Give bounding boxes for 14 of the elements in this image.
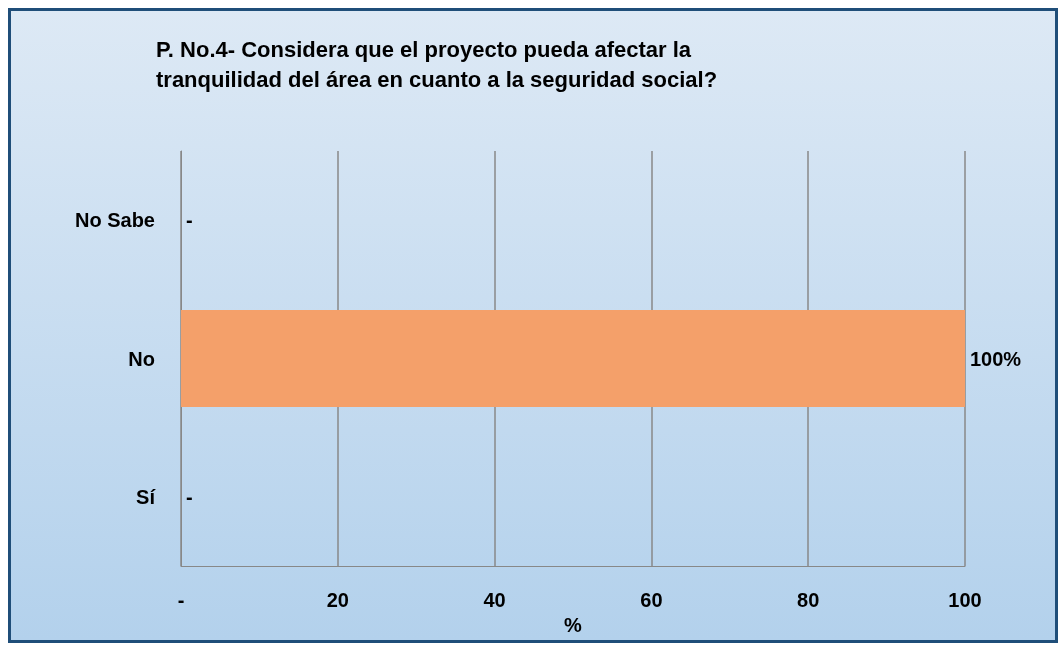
x-tick-label: 80	[797, 589, 820, 612]
x-tick-label: 60	[640, 589, 663, 612]
x-tick-label: 20	[326, 589, 349, 612]
data-label: 100%	[970, 347, 1022, 370]
x-tick-label: 100	[948, 589, 982, 612]
chart-title: P. No.4- Considera que el proyecto pueda afectar la tranquilidad del área en cuanto a la seguridad social?	[156, 36, 718, 92]
y-tick-label: No	[128, 347, 155, 370]
y-tick-label: Sí	[136, 485, 157, 508]
data-label: -	[186, 485, 193, 508]
data-label: -	[186, 209, 193, 232]
y-tick-label: No Sabe	[74, 209, 155, 232]
x-axis-title: %	[564, 614, 583, 636]
x-tick-label: 40	[483, 589, 506, 612]
x-tick-label: -	[177, 589, 185, 612]
